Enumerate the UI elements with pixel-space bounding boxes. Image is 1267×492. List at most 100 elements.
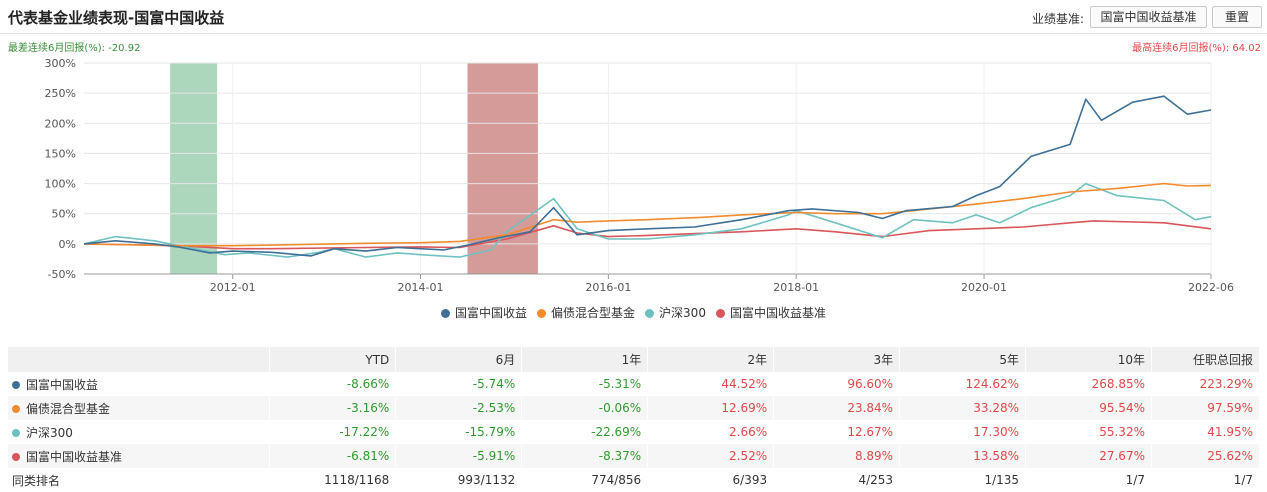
table-cell: 55.32%: [1025, 420, 1152, 444]
table-cell: 6/393: [647, 468, 775, 492]
benchmark-select-button[interactable]: 国富中国收益基准: [1090, 6, 1207, 28]
column-header: [8, 347, 271, 372]
performance-table: YTD 6月 1年 2年 3年 5年 10年 任职总回报 国富中国收益 -8.66% -5.74%…: [8, 347, 1261, 492]
column-header: 6月: [395, 347, 523, 372]
y-tick-label: 100%: [45, 178, 76, 191]
series-marker: [12, 452, 20, 461]
table-cell: -6.81%: [269, 444, 397, 468]
table-cell: 268.85%: [1025, 372, 1152, 396]
y-tick-label: -50%: [48, 268, 76, 281]
table-cell: 4/253: [773, 468, 901, 492]
table-cell: -0.06%: [521, 396, 649, 420]
series-line-fund: [83, 95, 1212, 257]
table-header-row: YTD 6月 1年 2年 3年 5年 10年 任职总回报: [8, 347, 1261, 372]
legend-item[interactable]: 沪深300: [645, 304, 706, 321]
table-cell: 12.69%: [647, 396, 775, 420]
reset-button[interactable]: 重置: [1212, 6, 1262, 28]
x-tick-label: 2012-01: [210, 281, 256, 294]
series-marker: [12, 380, 20, 389]
legend-marker: [715, 309, 725, 318]
legend-item[interactable]: 国富中国收益基准: [715, 304, 826, 321]
x-tick-label: 2016-01: [585, 281, 631, 294]
legend-item[interactable]: 偏债混合型基金: [537, 304, 635, 321]
table-cell: 25.62%: [1151, 444, 1261, 468]
table-cell: -15.79%: [395, 420, 523, 444]
table-cell: 33.28%: [899, 396, 1027, 420]
table-cell: -5.74%: [395, 372, 523, 396]
table-row: 偏债混合型基金 -3.16% -2.53% -0.06% 12.69% 23.84% 33.…: [8, 396, 1261, 420]
table-cell: 1/135: [899, 468, 1027, 492]
row-label: 国富中国收益基准: [8, 444, 271, 468]
y-tick-label: 200%: [45, 117, 76, 130]
column-header: YTD: [269, 347, 397, 372]
legend-marker: [537, 309, 547, 318]
column-header: 1年: [521, 347, 649, 372]
series-marker: [12, 404, 20, 413]
table-cell: 1/7: [1025, 468, 1152, 492]
worst-period-band: [170, 63, 218, 274]
worst-6m-return: 最差连续6月回报(%): -20.92: [8, 43, 141, 54]
table-cell: 2.52%: [647, 444, 775, 468]
table-cell: 993/1132: [395, 468, 523, 492]
row-label: 偏债混合型基金: [8, 396, 271, 420]
table-cell: 13.58%: [899, 444, 1027, 468]
table-cell: 223.29%: [1151, 372, 1261, 396]
y-tick-label: 0%: [59, 238, 76, 251]
page-title: 代表基金业绩表现-国富中国收益: [8, 9, 225, 27]
legend-label: 国富中国收益: [455, 306, 528, 320]
table-cell: -2.53%: [395, 396, 523, 420]
table-cell: 95.54%: [1025, 396, 1152, 420]
legend-label: 偏债混合型基金: [551, 306, 636, 320]
table-cell: 27.67%: [1025, 444, 1152, 468]
table-row: 国富中国收益 -8.66% -5.74% -5.31% 44.52% 96.60% 124.…: [8, 372, 1261, 396]
column-header: 任职总回报: [1151, 347, 1261, 372]
column-header: 2年: [647, 347, 775, 372]
series-line-hs300: [83, 182, 1212, 258]
legend-item[interactable]: 国富中国收益: [441, 304, 527, 321]
table-cell: 44.52%: [647, 372, 775, 396]
row-label: 沪深300: [8, 420, 271, 444]
table-cell: -5.91%: [395, 444, 523, 468]
column-header: 10年: [1025, 347, 1152, 372]
table-cell: -8.37%: [521, 444, 649, 468]
series-marker: [12, 428, 20, 437]
table-cell: 96.60%: [773, 372, 901, 396]
performance-line-chart[interactable]: -50% 0% 50% 100% 150% 200% 250% 300% 2012-01 2014…: [0, 52, 1267, 300]
table-cell: 97.59%: [1151, 396, 1261, 420]
table-cell: 774/856: [521, 468, 649, 492]
series-line-mixed: [83, 182, 1212, 247]
row-label: 同类排名: [8, 468, 271, 492]
y-tick-label: 250%: [45, 87, 76, 100]
table-cell: -17.22%: [269, 420, 397, 444]
column-header: 3年: [773, 347, 901, 372]
x-tick-label: 2018-01: [773, 281, 819, 294]
y-tick-label: 50%: [52, 208, 76, 221]
row-label: 国富中国收益: [8, 372, 271, 396]
chart-legend: 国富中国收益 偏债混合型基金 沪深300 国富中国收益基准: [0, 304, 1267, 321]
table-cell: 41.95%: [1151, 420, 1261, 444]
table-cell: 1118/1168: [269, 468, 397, 492]
table-cell: 124.62%: [899, 372, 1027, 396]
header-bar: 代表基金业绩表现-国富中国收益 业绩基准: 国富中国收益基准 重置: [0, 0, 1267, 34]
table-cell: -8.66%: [269, 372, 397, 396]
x-tick-label: 2020-01: [961, 281, 1007, 294]
table-row: 同类排名 1118/1168 993/1132 774/856 6/393 4/253 1/…: [8, 468, 1261, 492]
legend-marker: [441, 309, 451, 318]
y-tick-label: 150%: [45, 147, 76, 160]
table-cell: 2.66%: [647, 420, 775, 444]
benchmark-label: 业绩基准:: [1031, 12, 1084, 26]
table-cell: -22.69%: [521, 420, 649, 444]
table-cell: -3.16%: [269, 396, 397, 420]
legend-label: 国富中国收益基准: [729, 306, 826, 320]
table-cell: 17.30%: [899, 420, 1027, 444]
series-line-bench: [83, 220, 1212, 250]
x-tick-label: 2014-01: [398, 281, 444, 294]
table-cell: 8.89%: [773, 444, 901, 468]
best-6m-return: 最高连续6月回报(%): 64.02: [1132, 43, 1261, 54]
legend-marker: [645, 309, 655, 318]
y-tick-label: 300%: [45, 57, 76, 70]
legend-label: 沪深300: [659, 306, 706, 320]
table-row: 沪深300 -17.22% -15.79% -22.69% 2.66% 12.67% 17.…: [8, 420, 1261, 444]
table-cell: 1/7: [1151, 468, 1261, 492]
table-cell: -5.31%: [521, 372, 649, 396]
